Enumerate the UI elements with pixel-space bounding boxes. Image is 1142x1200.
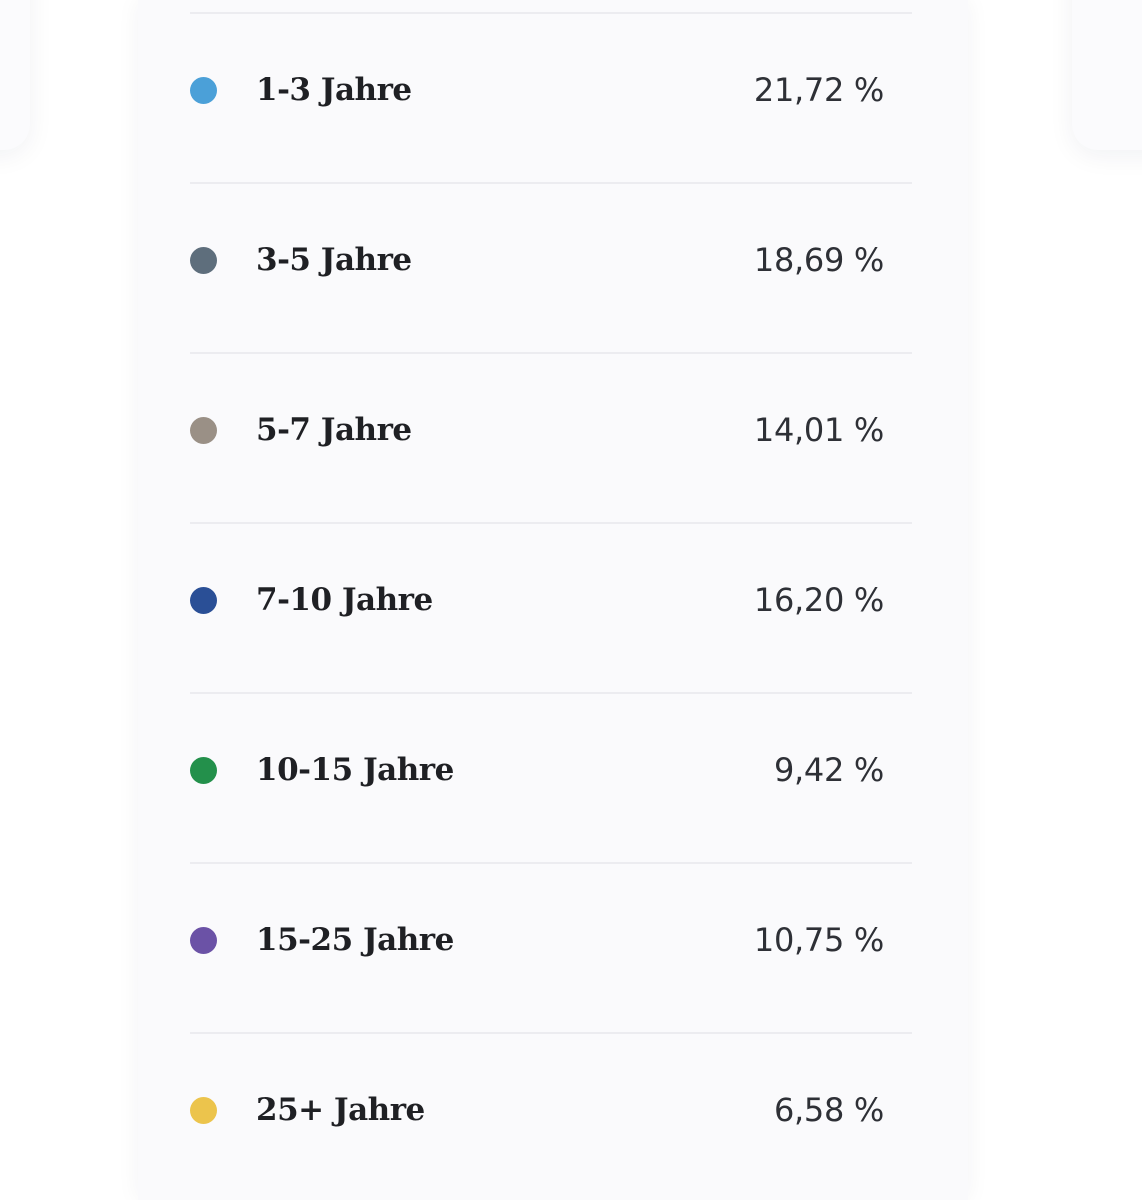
legend-row-1-3-jahre: 1-3 Jahre 21,72 % bbox=[190, 14, 912, 184]
legend-value: 14,01 % bbox=[753, 411, 884, 449]
legend-panel: 1-3 Jahre 21,72 % 3-5 Jahre 18,69 % 5-7 … bbox=[138, 0, 968, 1200]
color-dot-icon bbox=[190, 1097, 217, 1124]
color-dot-icon bbox=[190, 927, 217, 954]
legend-value: 18,69 % bbox=[753, 241, 884, 279]
legend-label: 1-3 Jahre bbox=[256, 72, 412, 108]
side-card-left bbox=[0, 0, 30, 150]
color-dot-icon bbox=[190, 757, 217, 784]
legend-value: 21,72 % bbox=[753, 71, 884, 109]
legend-value: 10,75 % bbox=[753, 921, 884, 959]
legend-value: 6,58 % bbox=[773, 1091, 884, 1129]
legend-label: 3-5 Jahre bbox=[256, 242, 412, 278]
legend-row-25-plus-jahre: 25+ Jahre 6,58 % bbox=[190, 1034, 912, 1200]
legend-row-10-15-jahre: 10-15 Jahre 9,42 % bbox=[190, 694, 912, 864]
legend-value: 9,42 % bbox=[773, 751, 884, 789]
legend-label: 10-15 Jahre bbox=[256, 752, 454, 788]
legend-row-15-25-jahre: 15-25 Jahre 10,75 % bbox=[190, 864, 912, 1034]
legend-row-3-5-jahre: 3-5 Jahre 18,69 % bbox=[190, 184, 912, 354]
color-dot-icon bbox=[190, 247, 217, 274]
color-dot-icon bbox=[190, 77, 217, 104]
side-card-right bbox=[1072, 0, 1142, 150]
color-dot-icon bbox=[190, 417, 217, 444]
legend-row-5-7-jahre: 5-7 Jahre 14,01 % bbox=[190, 354, 912, 524]
legend-label: 15-25 Jahre bbox=[256, 922, 454, 958]
legend-label: 5-7 Jahre bbox=[256, 412, 412, 448]
legend-label: 7-10 Jahre bbox=[256, 582, 433, 618]
legend-value: 16,20 % bbox=[753, 581, 884, 619]
legend-row-7-10-jahre: 7-10 Jahre 16,20 % bbox=[190, 524, 912, 694]
color-dot-icon bbox=[190, 587, 217, 614]
legend-list: 1-3 Jahre 21,72 % 3-5 Jahre 18,69 % 5-7 … bbox=[190, 14, 912, 1200]
top-divider bbox=[190, 12, 912, 14]
legend-label: 25+ Jahre bbox=[256, 1092, 425, 1128]
